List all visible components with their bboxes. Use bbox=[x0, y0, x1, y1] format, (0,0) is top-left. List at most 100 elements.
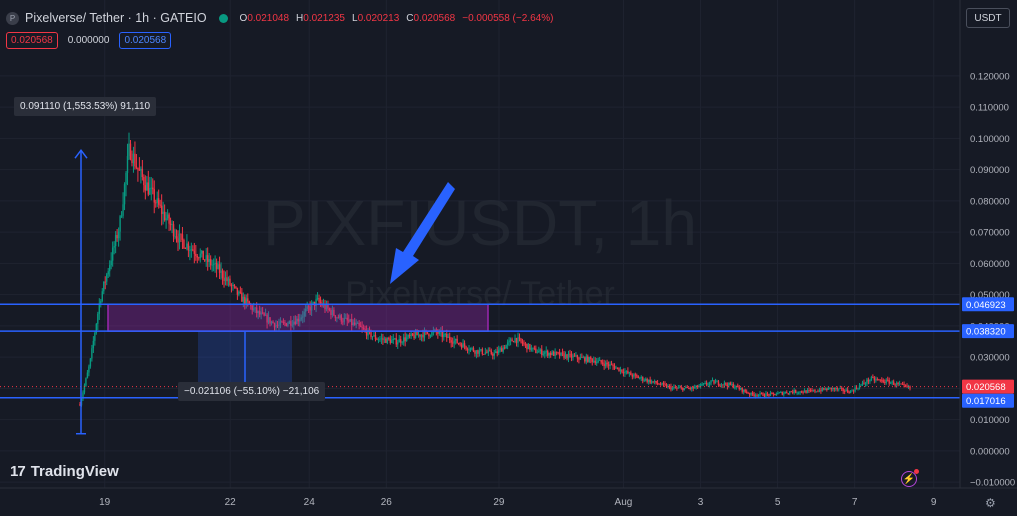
candle-body bbox=[125, 172, 127, 185]
candle-body bbox=[189, 250, 191, 252]
candle-body bbox=[775, 394, 778, 396]
candle-body bbox=[737, 385, 739, 388]
gear-icon[interactable]: ⚙ bbox=[985, 496, 996, 510]
currency-button[interactable]: USDT bbox=[966, 8, 1010, 28]
candle-body bbox=[619, 369, 622, 372]
candle-body bbox=[612, 364, 614, 367]
market-status-icon[interactable] bbox=[218, 13, 228, 23]
candle-body bbox=[523, 343, 525, 345]
candle-body bbox=[882, 380, 884, 383]
candle-body bbox=[593, 360, 595, 362]
candle-body bbox=[806, 390, 809, 393]
candle-body bbox=[250, 304, 252, 306]
candle-body bbox=[777, 392, 779, 395]
candle-body bbox=[438, 331, 441, 334]
candle-body bbox=[906, 385, 908, 387]
candle-body bbox=[570, 354, 573, 358]
candle-body bbox=[224, 277, 227, 281]
candle-body bbox=[763, 395, 766, 397]
candle-body bbox=[235, 286, 237, 288]
candle-body bbox=[895, 382, 898, 385]
candle-body bbox=[492, 354, 494, 356]
candle-body bbox=[251, 305, 253, 311]
candle-body bbox=[198, 257, 200, 259]
price-label-last: 0.020568 bbox=[966, 382, 1006, 393]
bolt-icon[interactable]: ⚡ bbox=[901, 469, 919, 487]
candle-body bbox=[205, 255, 207, 260]
price-tick-label: 0.080000 bbox=[970, 196, 1010, 207]
candle-body bbox=[423, 331, 426, 338]
high-value: 0.021235 bbox=[303, 12, 345, 24]
symbol-title[interactable]: Pixelverse/ Tether · 1h · GATEIO bbox=[25, 11, 207, 25]
candle-body bbox=[449, 336, 451, 341]
candle-body bbox=[808, 390, 810, 391]
candle-body bbox=[756, 395, 758, 397]
candle-body bbox=[195, 253, 197, 256]
change-value: −0.000558 (−2.64%) bbox=[462, 12, 554, 24]
candle-body bbox=[572, 355, 574, 358]
candle-body bbox=[558, 352, 561, 356]
candle-body bbox=[299, 319, 301, 322]
candle-body bbox=[282, 322, 285, 324]
candle-body bbox=[106, 274, 108, 282]
candle-body bbox=[392, 338, 394, 341]
candle-body bbox=[569, 353, 571, 355]
candle-body bbox=[524, 343, 527, 345]
candle-body bbox=[555, 351, 558, 353]
candle-body bbox=[149, 188, 151, 195]
candle-body bbox=[616, 367, 619, 369]
candle-body bbox=[502, 347, 504, 352]
candle-body bbox=[698, 386, 700, 388]
candle-body bbox=[267, 317, 270, 323]
candle-body bbox=[394, 338, 396, 340]
candle-body bbox=[606, 362, 608, 365]
candle-body bbox=[781, 392, 784, 395]
candle-body bbox=[823, 387, 825, 390]
candle-body bbox=[156, 198, 158, 203]
candle-body bbox=[826, 388, 828, 390]
candle-body bbox=[803, 390, 806, 393]
candle-body bbox=[386, 337, 389, 343]
candle-body bbox=[441, 331, 443, 338]
price-label-upper: 0.046923 bbox=[966, 300, 1006, 311]
candle-body bbox=[428, 333, 430, 337]
candle-body bbox=[714, 381, 717, 384]
candle-body bbox=[391, 340, 393, 343]
candle-body bbox=[505, 345, 507, 349]
candle-body bbox=[266, 314, 268, 323]
candle-body bbox=[705, 383, 708, 385]
candle-body bbox=[542, 353, 544, 355]
candle-body bbox=[811, 390, 813, 392]
buy-button[interactable]: 0.020568 bbox=[119, 32, 172, 49]
candle-body bbox=[489, 350, 491, 352]
time-tick-label: 22 bbox=[225, 497, 237, 508]
candle-body bbox=[457, 343, 460, 345]
candle-body bbox=[618, 367, 620, 372]
candle-body bbox=[147, 182, 150, 195]
candle-body bbox=[376, 339, 378, 340]
candle-body bbox=[838, 388, 840, 390]
candle-body bbox=[499, 348, 501, 350]
candle-body bbox=[230, 285, 233, 286]
candle-body bbox=[741, 387, 743, 392]
candle-body bbox=[319, 301, 322, 304]
tradingview-logo[interactable]: 17 TradingView bbox=[10, 463, 119, 480]
sell-button[interactable]: 0.020568 bbox=[6, 32, 58, 49]
candle-body bbox=[377, 339, 380, 341]
candle-body bbox=[253, 308, 255, 311]
candle-body bbox=[870, 377, 873, 380]
candle-body bbox=[446, 333, 448, 338]
candle-body bbox=[670, 386, 672, 390]
candle-body bbox=[443, 334, 445, 338]
candle-body bbox=[676, 388, 678, 389]
candle-body bbox=[864, 383, 867, 385]
candle-body bbox=[417, 334, 420, 336]
candle-body bbox=[300, 317, 302, 320]
candle-body bbox=[631, 375, 634, 377]
candle-body bbox=[821, 387, 824, 392]
candle-body bbox=[792, 391, 794, 393]
candle-body bbox=[257, 311, 259, 314]
candle-body bbox=[426, 331, 429, 334]
candle-body bbox=[863, 382, 865, 384]
